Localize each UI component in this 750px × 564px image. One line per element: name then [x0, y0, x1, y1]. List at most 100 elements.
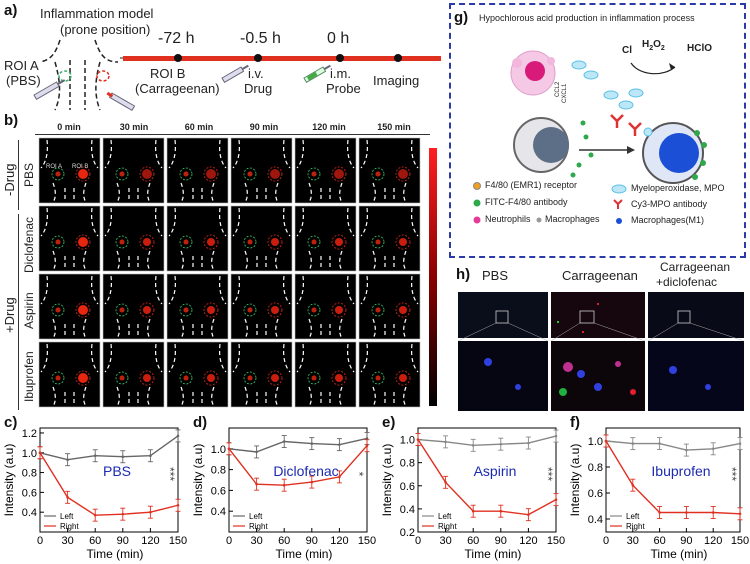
roi-b-circle — [203, 370, 219, 386]
chart-ibuprofen: 0.4 0.6 0.8 1.0 0 30 60 90 120 150 Time (min) Inten… — [568, 427, 749, 561]
roi-a-circle — [243, 235, 257, 249]
roi-a-signal — [119, 171, 125, 177]
roi-b-circle — [203, 166, 219, 182]
data-point — [444, 440, 447, 444]
data-point — [121, 512, 125, 516]
roi-a-signal — [119, 239, 125, 245]
data-point — [604, 439, 608, 443]
imaging-cell — [294, 273, 357, 340]
x-tick-label: 60 — [653, 535, 665, 547]
data-point — [93, 513, 97, 517]
y-tick-label: 1.0 — [211, 444, 226, 456]
roi-b-signal — [143, 238, 151, 246]
data-point — [282, 440, 286, 443]
plot-frame — [228, 427, 368, 533]
h-img-carr-low — [551, 292, 645, 338]
x-tick-label: 30 — [627, 535, 639, 547]
roi-b-circle — [267, 234, 283, 250]
series-line-right — [417, 439, 557, 516]
data-point — [227, 447, 231, 451]
roi-a-circle — [51, 303, 65, 317]
x-tick-label: 0 — [415, 535, 421, 547]
imaging-cell — [166, 341, 229, 408]
roi-b-circle — [395, 234, 411, 250]
legend-right-label: Right — [60, 522, 79, 531]
data-point — [93, 454, 97, 458]
roi-b-circle — [331, 234, 347, 250]
h-img-dic-low — [648, 292, 744, 338]
roi-b-signal — [143, 374, 151, 382]
roi-b-circle — [75, 302, 91, 318]
chart-pbs: 0.4 0.6 0.8 1.0 1.2 0 30 60 90 120 150 Time (min) In… — [2, 427, 187, 561]
y-tick-label: 0.6 — [588, 488, 603, 500]
roi-a-circle — [243, 371, 257, 385]
y-tick-label: 0.8 — [400, 458, 415, 470]
x-tick-label: 0 — [603, 535, 609, 547]
x-tick-label: 150 — [169, 535, 187, 547]
roi-b-signal — [143, 306, 151, 314]
imaging-cell — [294, 205, 357, 272]
mouse-schematic — [33, 39, 441, 112]
imaging-cell — [166, 273, 229, 340]
model-title: Inflammation model — [40, 6, 154, 21]
roi-b-circle — [139, 302, 155, 318]
roi-b-circle — [139, 370, 155, 386]
chart-title: PBS — [103, 463, 131, 479]
roi-a-circle — [371, 303, 385, 317]
roi-a-signal — [55, 307, 61, 313]
data-point — [338, 443, 341, 446]
time-label-5: 150 min — [377, 122, 411, 132]
legend-macrophages: Macrophages — [545, 214, 600, 224]
x-tick-label: 60 — [89, 535, 101, 547]
significance-mark: * — [352, 472, 366, 477]
h-col-pbs: PBS — [482, 268, 509, 283]
data-point — [499, 442, 503, 446]
timeline-event-1: ROI B — [150, 66, 186, 81]
x-axis-label: Time (min) — [651, 547, 708, 561]
roi-a-sub: (PBS) — [6, 73, 41, 88]
x-axis-label: Time (min) — [465, 547, 522, 561]
panel-label-b: b) — [4, 112, 19, 129]
legend-f480: F4/80 (EMR1) receptor — [485, 180, 578, 190]
data-point — [365, 437, 369, 440]
legend-neutrophils: Neutrophils — [485, 214, 531, 224]
y-tick-label: 0.6 — [400, 481, 415, 493]
y-tick-label: 0.4 — [588, 514, 603, 526]
panel-label-a: a) — [4, 2, 18, 19]
imaging-cell — [38, 137, 101, 204]
data-point — [365, 444, 369, 447]
x-tick-label: 90 — [306, 535, 318, 547]
cxcl1-label: CXCL1 — [562, 83, 568, 103]
chart-aspirin: 0.2 0.4 0.6 0.8 1.0 0 30 60 90 120 150 Time (min) In… — [380, 427, 565, 561]
legend-left-label: Left — [60, 512, 74, 521]
roi-b-circle — [203, 302, 219, 318]
roi-a-circle — [307, 303, 321, 317]
chloride-label: Cl — [622, 45, 632, 56]
y-tick-label: 1.0 — [22, 448, 37, 460]
roi-a-circle — [115, 235, 129, 249]
roi-a-circle — [115, 371, 129, 385]
roi-a-signal — [183, 307, 189, 313]
roi-a-signal — [55, 375, 61, 381]
legend-cy3: Cy3-MPO antibody — [631, 199, 708, 209]
y-axis-label: Intensity (a.u) — [191, 444, 205, 517]
h-img-pbs-high — [458, 341, 548, 411]
legend-m1: Macrophages(M1) — [631, 215, 705, 225]
panel-g-title: Hypochlorous acid production in inflamma… — [479, 13, 695, 23]
imaging-cell — [358, 273, 421, 340]
significance-mark: *** — [163, 467, 177, 481]
roi-b-signal — [271, 238, 279, 246]
data-point — [527, 441, 530, 445]
roi-b-circle — [139, 234, 155, 250]
data-point — [738, 442, 742, 445]
roi-b-circle — [331, 370, 347, 386]
timeline-event-3: i.m. — [330, 66, 351, 81]
roi-a-circle — [371, 371, 385, 385]
roi-b-signal — [207, 374, 215, 382]
roi-a-signal — [375, 307, 381, 313]
timeline-time-1: -72 h — [158, 30, 195, 47]
legend-right-label: Right — [249, 522, 268, 531]
roi-a-circle — [115, 303, 129, 317]
y-tick-label: 0.8 — [588, 462, 603, 474]
roi-b-signal — [142, 169, 152, 179]
